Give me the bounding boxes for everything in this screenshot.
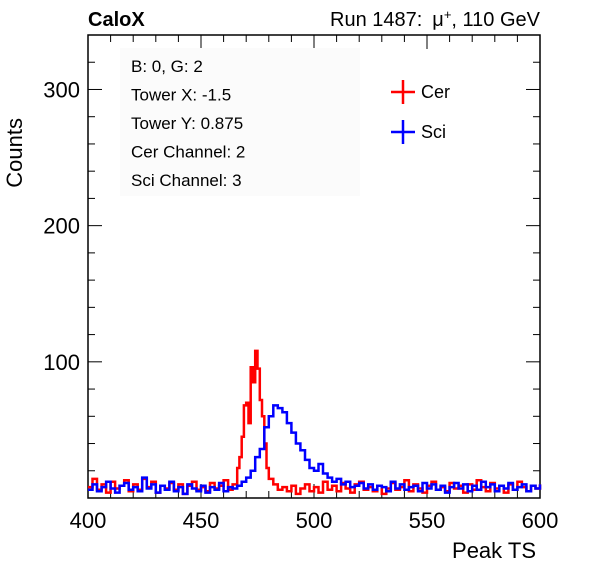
x-tick-label: 550 xyxy=(409,508,446,533)
experiment-label: CaloX xyxy=(88,9,145,31)
info-lines: B: 0, G: 2 Tower X: -1.5 Tower Y: 0.875 Cer… xyxy=(131,57,245,190)
series-sci-line xyxy=(88,404,542,496)
x-tick-label: 500 xyxy=(296,508,333,533)
y-axis-title: Counts xyxy=(2,118,27,188)
info-line: Tower X: -1.5 xyxy=(131,86,231,105)
run-prefix: Run 1487: xyxy=(330,9,422,31)
info-line: Cer Channel: 2 xyxy=(131,143,245,162)
particle-charge: + xyxy=(444,7,452,22)
x-tick-label: 450 xyxy=(183,508,220,533)
y-tick-label: 100 xyxy=(43,350,80,375)
info-line: B: 0, G: 2 xyxy=(131,57,203,76)
tick-labels: 400 450 500 550 600 100 200 300 xyxy=(43,77,558,533)
y-tick-label: 200 xyxy=(43,214,80,239)
x-tick-label: 600 xyxy=(522,508,559,533)
chart-header: CaloX Run 1487: μ+, 110 GeV xyxy=(88,7,541,31)
info-box xyxy=(120,48,360,196)
histogram-series xyxy=(88,349,542,496)
legend: Cer Sci xyxy=(391,80,450,144)
axis-ticks xyxy=(87,34,541,498)
legend-label-sci: Sci xyxy=(421,122,446,142)
x-axis-title: Peak TS xyxy=(452,538,536,563)
y-tick-label: 300 xyxy=(43,77,80,102)
x-tick-label: 400 xyxy=(70,508,107,533)
legend-label-cer: Cer xyxy=(421,82,450,102)
plot-area: B: 0, G: 2 Tower X: -1.5 Tower Y: 0.875 Cer… xyxy=(87,34,542,499)
info-line: Tower Y: 0.875 xyxy=(131,114,243,133)
particle-symbol: μ xyxy=(432,9,444,31)
series-cer-line xyxy=(88,349,542,496)
info-line: Sci Channel: 3 xyxy=(131,171,242,190)
run-info: Run 1487: μ+, 110 GeV xyxy=(330,7,541,31)
beam-energy: , 110 GeV xyxy=(451,9,540,31)
